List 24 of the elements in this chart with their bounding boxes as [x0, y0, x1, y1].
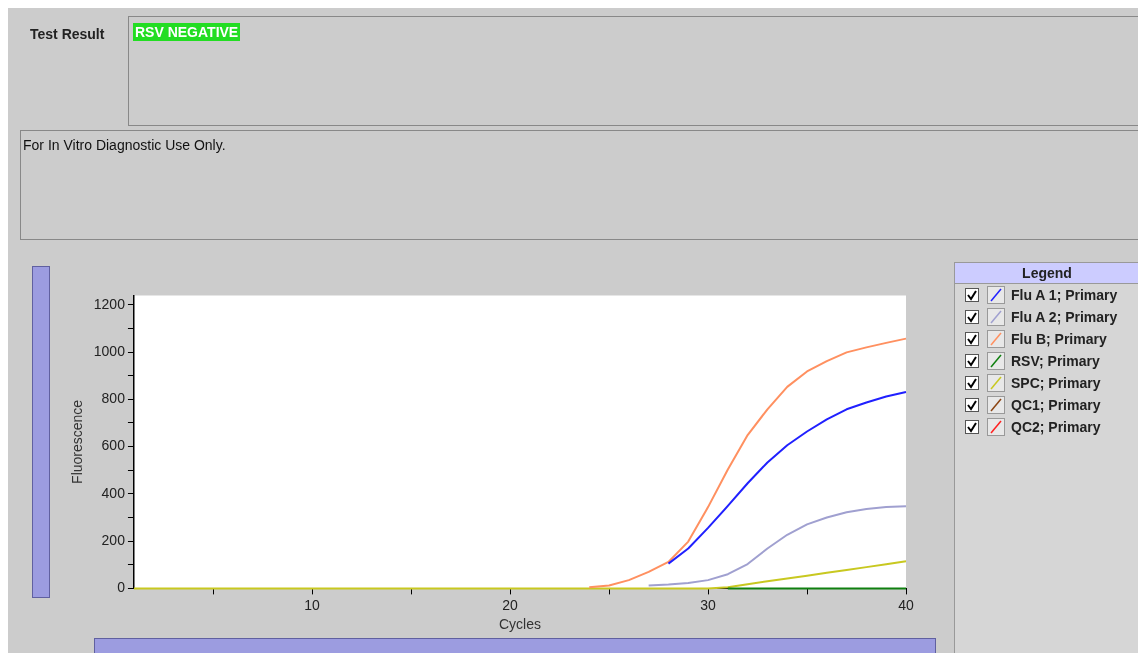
y-axis-title: Fluorescence — [69, 399, 86, 484]
legend-label: Flu A 1; Primary — [1011, 287, 1118, 303]
x-tick-label: 20 — [502, 596, 519, 613]
y-tick-label: 800 — [101, 390, 126, 407]
legend-label: QC1; Primary — [1011, 397, 1101, 413]
legend-title: Legend — [955, 263, 1139, 284]
x-tick-label: 10 — [304, 596, 321, 613]
text: Test Result — [30, 26, 105, 42]
legend-label: RSV; Primary — [1011, 353, 1100, 369]
y-tick-label: 1200 — [93, 295, 126, 312]
y-tick-label: 400 — [101, 484, 126, 501]
text: For In Vitro Diagnostic Use Only. — [23, 137, 226, 153]
x-axis-title: Cycles — [498, 616, 541, 633]
legend-label: QC2; Primary — [1011, 419, 1101, 435]
x-tick-label: 30 — [700, 596, 717, 613]
y-tick-label: 0 — [117, 579, 126, 596]
y-tick-label: 600 — [101, 437, 126, 454]
x-tick-label: 40 — [898, 596, 914, 613]
text: RSV NEGATIVE — [133, 23, 241, 41]
legend-label: Flu B; Primary — [1011, 331, 1107, 347]
legend-label: Flu A 2; Primary — [1011, 309, 1118, 325]
y-tick-label: 1000 — [93, 342, 126, 359]
y-tick-label: 200 — [101, 532, 126, 548]
legend-label: SPC; Primary — [1011, 375, 1101, 391]
